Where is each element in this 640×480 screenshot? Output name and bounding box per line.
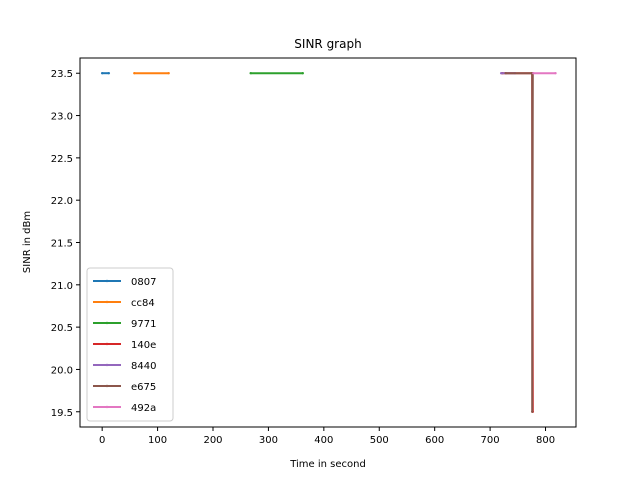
y-axis-ticks: 19.5 20.0 20.5 21.0 21.5 22.0 22.5 23.0 23.5 [51, 69, 80, 419]
data-point-0807 [107, 72, 111, 75]
data-point-492a [554, 72, 557, 75]
legend-marker-492a [105, 405, 109, 409]
chart-title: SINR graph [294, 37, 361, 51]
y-tick-label: 23.5 [51, 69, 73, 80]
legend-marker-cc84 [105, 300, 109, 304]
y-axis-label: SINR in dBm [22, 211, 33, 273]
x-tick-label: 300 [259, 435, 278, 446]
x-tick-label: 0 [99, 435, 105, 446]
legend-box [86, 267, 174, 422]
y-tick-label: 20.5 [51, 323, 73, 334]
data-point-0807 [100, 72, 104, 75]
legend-label-8440: 8440 [131, 361, 156, 372]
legend-marker-e675 [105, 384, 109, 388]
data-point-492a [532, 72, 535, 75]
data-point-e675 [504, 72, 507, 75]
data-point-cc84 [133, 72, 136, 75]
y-tick-label: 23.0 [51, 112, 73, 123]
x-axis-ticks: 0 100 200 300 400 500 600 700 800 [99, 427, 555, 446]
y-tick-label: 22.5 [51, 154, 73, 165]
legend-marker-9771 [105, 321, 109, 325]
series-line-e675 [505, 72, 534, 412]
x-tick-label: 600 [425, 435, 444, 446]
y-tick-label: 21.5 [51, 239, 73, 250]
data-point-8440 [499, 72, 503, 75]
x-axis-label: Time in second [289, 459, 366, 470]
data-point-9771 [249, 72, 252, 75]
y-tick-label: 22.0 [51, 196, 73, 207]
legend-marker-140e [105, 342, 109, 346]
legend-label-492a: 492a [131, 403, 156, 414]
x-tick-label: 400 [314, 435, 333, 446]
legend-label-cc84: cc84 [131, 298, 155, 309]
legend-marker-8440 [105, 363, 109, 367]
data-point-9771 [301, 72, 304, 75]
y-tick-label: 21.0 [51, 281, 73, 292]
x-tick-label: 700 [481, 435, 500, 446]
y-tick-label: 20.0 [51, 365, 73, 376]
legend: 0807 cc84 9771 140e 8440 e675 492a [86, 267, 174, 422]
legend-marker-0807 [105, 279, 109, 283]
legend-label-140e: 140e [131, 340, 156, 351]
x-tick-label: 800 [536, 435, 555, 446]
data-point-e675 [531, 410, 534, 413]
x-tick-label: 100 [148, 435, 167, 446]
y-tick-label: 19.5 [51, 408, 73, 419]
plot-area [100, 72, 557, 413]
x-tick-label: 500 [370, 435, 389, 446]
x-tick-label: 200 [203, 435, 222, 446]
legend-label-0807: 0807 [131, 277, 156, 288]
data-point-cc84 [167, 72, 170, 75]
legend-label-e675: e675 [131, 382, 156, 393]
legend-label-9771: 9771 [131, 319, 156, 330]
